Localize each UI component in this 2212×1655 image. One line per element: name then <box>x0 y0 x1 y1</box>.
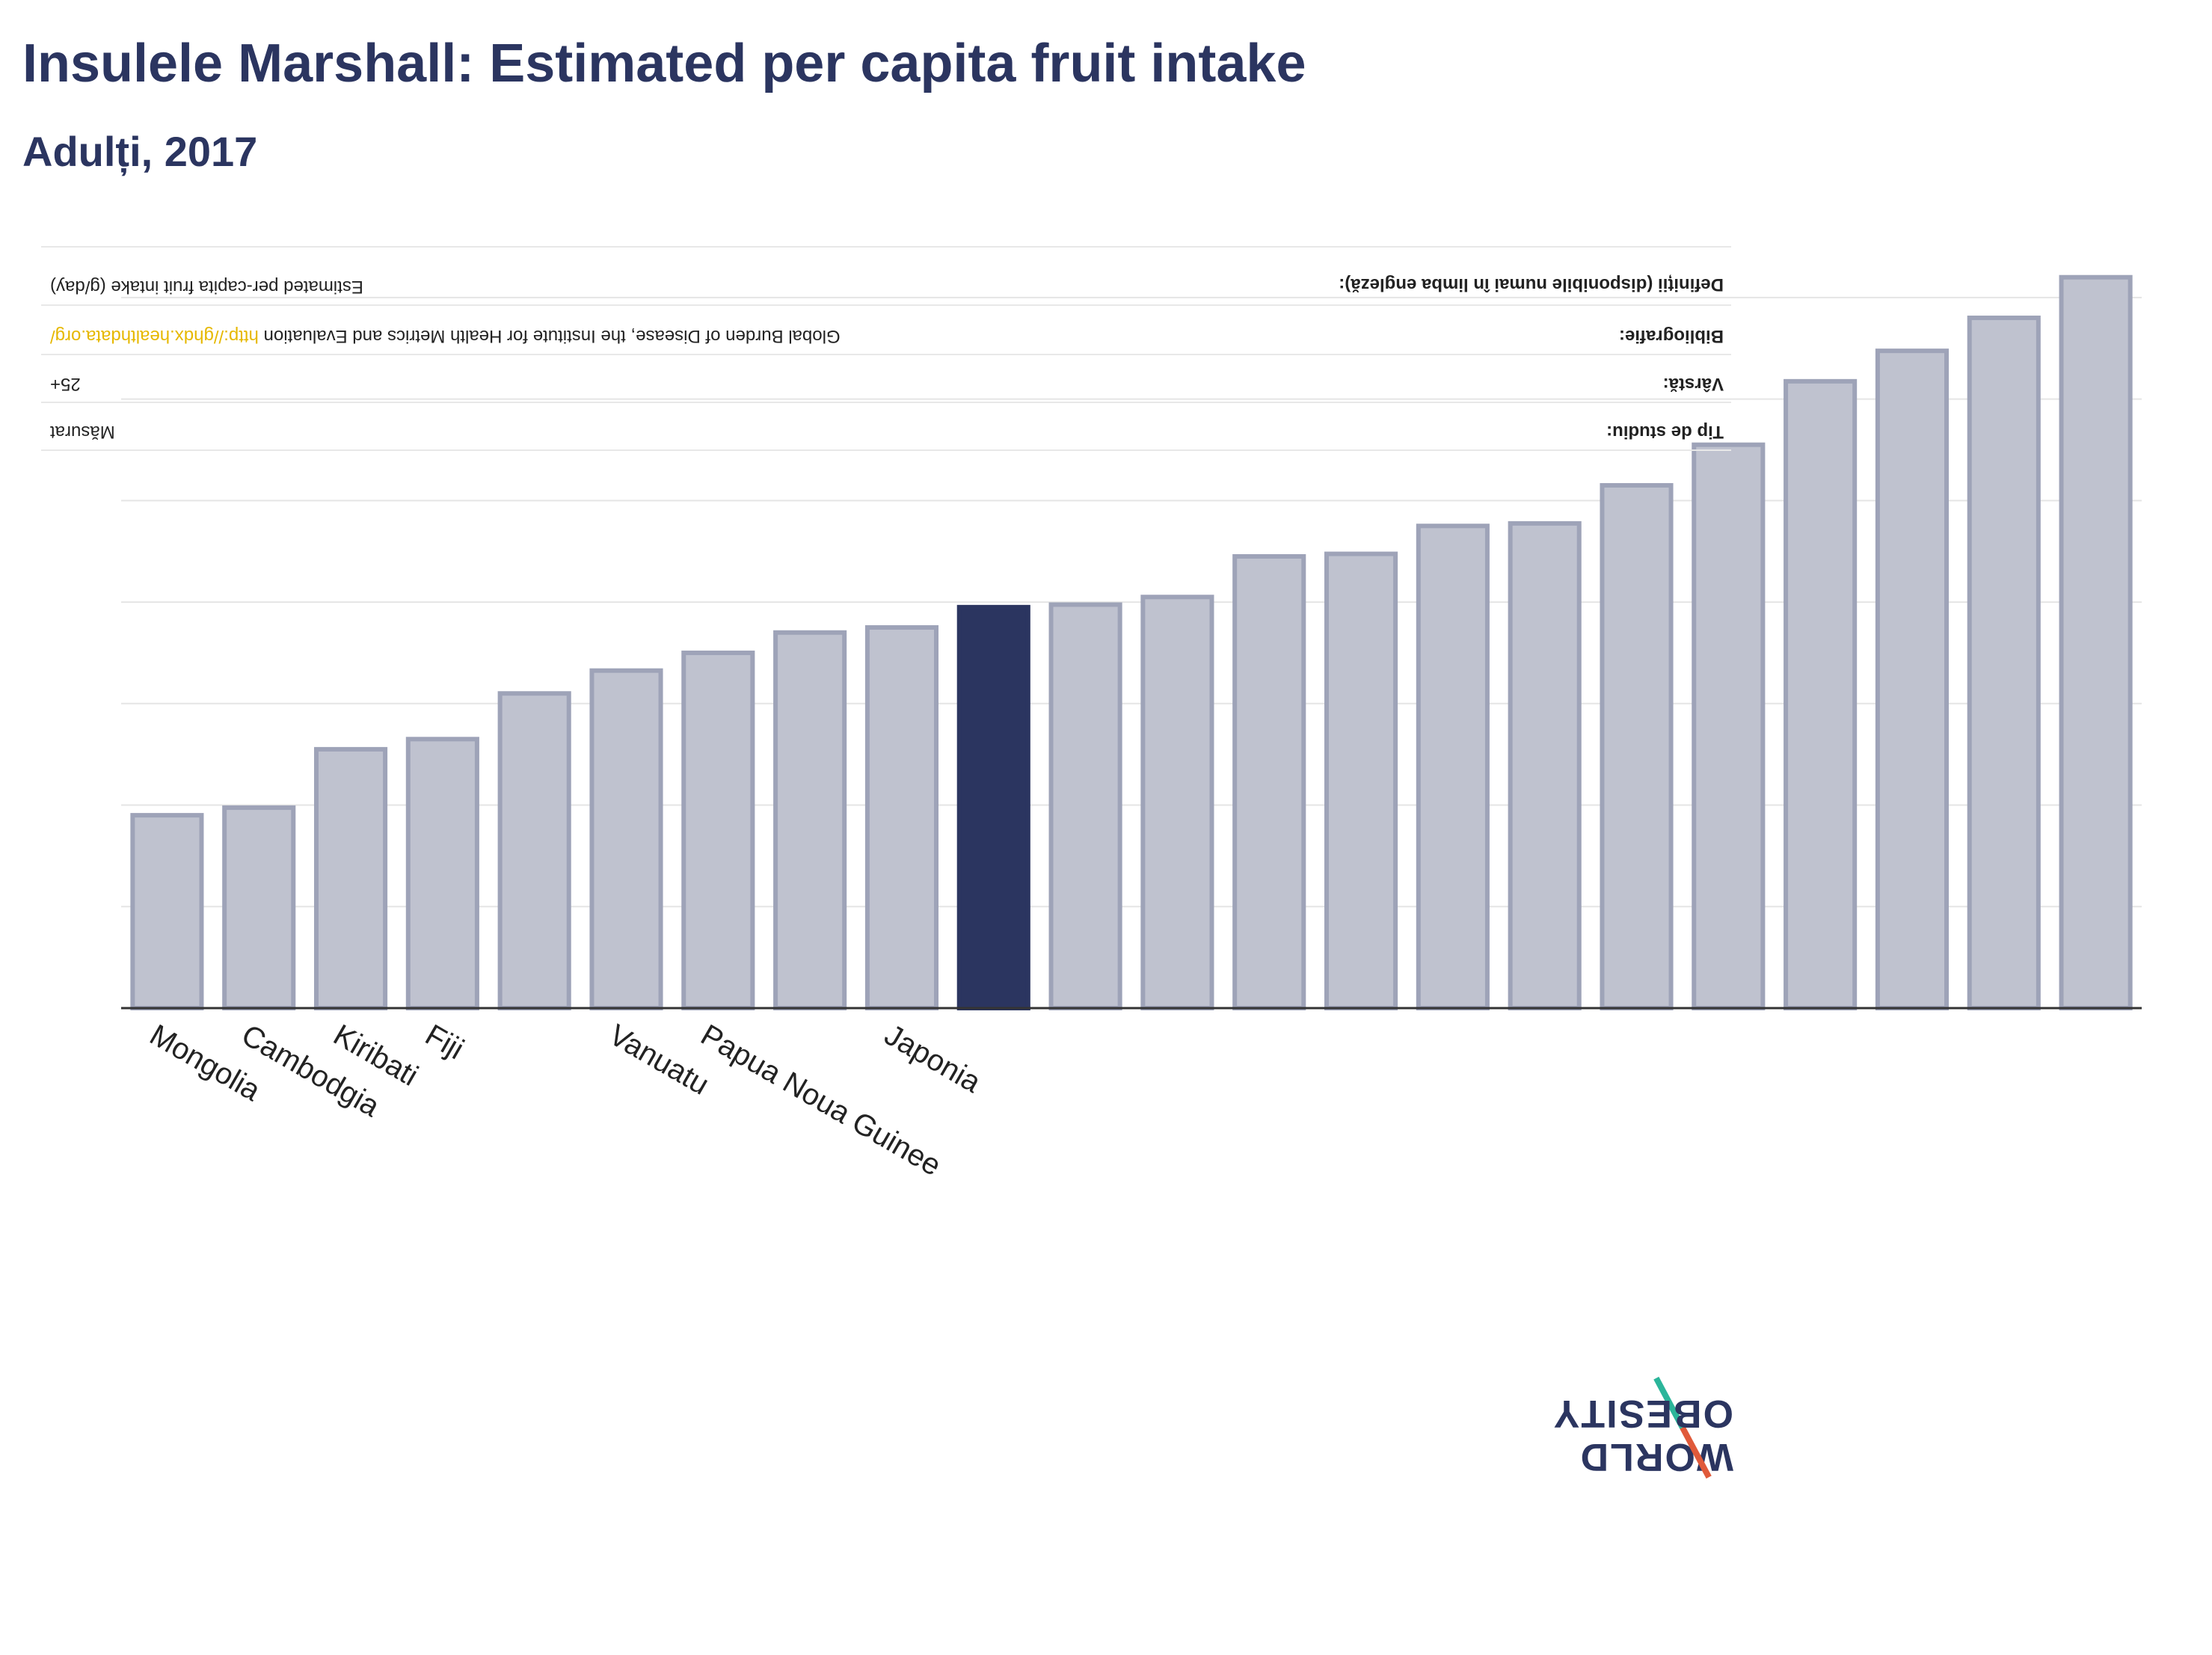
info-label: Definiții (disponibile numai în limba en… <box>1339 274 1724 295</box>
bar[interactable] <box>1600 482 1674 1010</box>
info-label: Bibliografie: <box>1618 326 1724 346</box>
info-row-age: Vârstă: 25+ <box>41 374 1731 403</box>
x-tick-label: Japonia <box>879 1019 986 1100</box>
bar[interactable] <box>1416 523 1490 1010</box>
info-row-definitions: Definiții (disponibile numai în limba en… <box>41 274 1731 306</box>
x-tick-label: Fiji <box>420 1019 469 1066</box>
logo-word-world: WORLD <box>1579 1435 1733 1479</box>
chart-title: Insulele Marshall: Estimated per capita … <box>22 34 1306 93</box>
info-label: Vârstă: <box>1662 374 1724 394</box>
bar[interactable] <box>589 668 663 1010</box>
bar[interactable] <box>222 805 296 1010</box>
bar[interactable] <box>2059 274 2133 1011</box>
logo-word-obesity: OBESITY <box>1552 1392 1733 1435</box>
info-value: 25+ <box>50 374 81 394</box>
info-row-bibliography: Bibliografie: Global Burden of Disease, … <box>41 326 1731 355</box>
bar[interactable] <box>405 737 479 1010</box>
bar[interactable] <box>1784 378 1858 1010</box>
info-label: Tip de studiu: <box>1606 422 1724 442</box>
info-panel: Tip de studiu: Măsurat Vârstă: 25+ Bibli… <box>41 236 1731 460</box>
bars <box>130 274 2133 1011</box>
bar[interactable] <box>681 650 755 1011</box>
bar[interactable] <box>864 625 939 1010</box>
bar[interactable] <box>1140 595 1214 1010</box>
bar[interactable] <box>1508 521 1582 1010</box>
bibliography-text: Global Burden of Disease, the Institute … <box>258 326 841 346</box>
x-tick-label: Vanuatu <box>603 1019 714 1102</box>
bar[interactable] <box>1232 553 1306 1010</box>
bar[interactable] <box>497 691 571 1011</box>
bar[interactable] <box>313 746 388 1010</box>
info-row-divider <box>41 246 1731 248</box>
bar-highlighted[interactable] <box>956 604 1030 1010</box>
bar[interactable] <box>773 630 847 1011</box>
chart-subtitle: Adulți, 2017 <box>22 128 258 175</box>
bar[interactable] <box>1967 316 2041 1011</box>
bar[interactable] <box>130 813 204 1011</box>
info-row-study-type: Tip de studiu: Măsurat <box>41 422 1731 451</box>
info-value: Global Burden of Disease, the Institute … <box>50 325 841 346</box>
info-value: Estimated per-capita fruit intake (g/day… <box>50 277 363 297</box>
bar[interactable] <box>1048 602 1122 1010</box>
bibliography-link[interactable]: http://ghdx.healthdata.org/ <box>50 326 259 346</box>
bar[interactable] <box>1692 442 1766 1010</box>
world-obesity-logo: WORLD OBESITY <box>1546 1376 1733 1479</box>
info-value: Măsurat <box>50 422 115 442</box>
bar[interactable] <box>1875 348 1950 1011</box>
bar[interactable] <box>1324 551 1398 1010</box>
